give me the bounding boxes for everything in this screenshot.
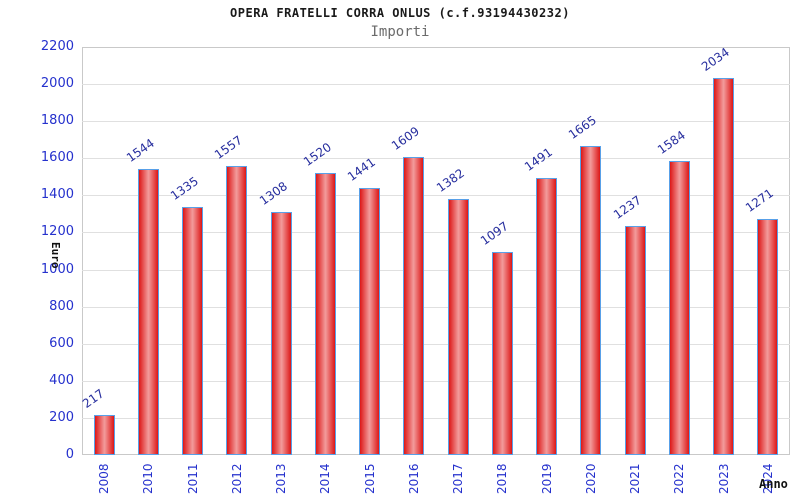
y-axis-tick-label: 800 — [49, 298, 74, 314]
y-axis-tick-label: 1200 — [40, 224, 74, 240]
y-axis-title: Euro — [49, 242, 62, 269]
x-axis-tick-label: 2021 — [628, 463, 643, 494]
x-axis-tick-label: 2022 — [672, 463, 687, 494]
y-axis-tick-label: 1000 — [40, 261, 74, 277]
y-axis-tick-label: 400 — [49, 372, 74, 388]
x-axis-tick-label: 2012 — [229, 463, 244, 494]
gridline — [82, 306, 790, 308]
y-axis-tick-label: 600 — [49, 335, 74, 351]
y-axis-tick-label: 1400 — [40, 187, 74, 203]
bar — [757, 219, 779, 455]
x-axis-tick-label: 2015 — [362, 463, 377, 494]
gridline — [82, 417, 790, 419]
x-axis-tick-label: 2010 — [141, 463, 156, 494]
chart-subtitle: Importi — [370, 24, 430, 40]
gridline — [82, 121, 790, 123]
gridline — [82, 269, 790, 271]
gridline — [82, 232, 790, 234]
bar — [226, 166, 248, 455]
bar — [491, 251, 513, 455]
x-axis-tick-label: 2018 — [495, 463, 510, 494]
x-axis-tick-label: 2023 — [716, 463, 731, 494]
y-axis-tick-label: 2200 — [40, 39, 74, 54]
bar — [137, 168, 159, 455]
y-axis-tick-label: 2000 — [40, 76, 74, 92]
gridline — [82, 343, 790, 345]
bar — [536, 178, 558, 455]
y-axis-tick-label: 0 — [65, 447, 74, 462]
bar — [713, 77, 735, 455]
bar — [624, 225, 646, 455]
gridline — [82, 84, 790, 86]
y-axis-tick-label: 1600 — [40, 150, 74, 166]
x-axis-tick-label: 2017 — [451, 463, 466, 494]
y-axis-tick-label: 1800 — [40, 113, 74, 129]
bar — [668, 161, 690, 455]
bar — [580, 146, 602, 455]
x-axis-tick-label: 2014 — [318, 463, 333, 494]
bar — [182, 207, 204, 455]
x-axis-tick-label: 2008 — [97, 463, 112, 494]
bar — [93, 414, 115, 455]
x-axis-tick-label: 2020 — [583, 463, 598, 494]
x-axis-tick-label: 2011 — [185, 463, 200, 494]
chart-title: OPERA FRATELLI CORRA ONLUS (c.f.93194430… — [230, 6, 570, 20]
bar — [403, 156, 425, 455]
bar — [314, 173, 336, 455]
bar — [359, 187, 381, 455]
bar — [447, 198, 469, 455]
x-axis-tick-label: 2019 — [539, 463, 554, 494]
gridline — [82, 380, 790, 382]
bar — [270, 212, 292, 455]
x-axis-tick-label: 2016 — [406, 463, 421, 494]
x-axis-title: Anno — [759, 477, 788, 491]
gridline — [82, 195, 790, 197]
y-axis-tick-label: 200 — [49, 409, 74, 425]
gridline — [82, 158, 790, 160]
x-axis-tick-label: 2013 — [274, 463, 289, 494]
